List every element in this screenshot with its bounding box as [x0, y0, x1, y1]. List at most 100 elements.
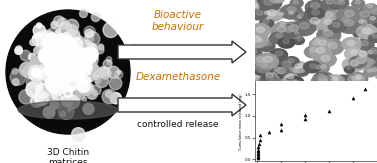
Circle shape — [62, 76, 65, 79]
Circle shape — [61, 43, 65, 47]
Circle shape — [353, 8, 377, 25]
Circle shape — [52, 62, 57, 66]
Circle shape — [86, 67, 92, 72]
Circle shape — [284, 26, 293, 32]
Circle shape — [82, 97, 87, 101]
Circle shape — [63, 63, 79, 79]
Circle shape — [293, 37, 304, 44]
Circle shape — [79, 47, 93, 61]
Circle shape — [242, 37, 257, 48]
Circle shape — [351, 51, 370, 63]
Circle shape — [319, 78, 328, 84]
Circle shape — [69, 64, 74, 69]
Circle shape — [35, 58, 43, 65]
Circle shape — [282, 39, 289, 44]
Circle shape — [73, 78, 85, 90]
Circle shape — [284, 74, 299, 84]
Circle shape — [40, 55, 56, 71]
Circle shape — [51, 65, 63, 78]
Circle shape — [77, 59, 85, 67]
Circle shape — [56, 59, 75, 78]
Circle shape — [313, 72, 335, 87]
Circle shape — [106, 57, 112, 62]
Circle shape — [265, 11, 270, 15]
Circle shape — [66, 95, 80, 108]
Circle shape — [49, 67, 64, 82]
Circle shape — [78, 61, 84, 67]
Circle shape — [46, 71, 50, 75]
Circle shape — [95, 74, 108, 88]
Point — [302, 114, 308, 116]
Circle shape — [251, 2, 258, 7]
Circle shape — [61, 96, 65, 101]
Circle shape — [36, 84, 50, 98]
Circle shape — [63, 89, 72, 98]
Circle shape — [288, 80, 302, 90]
Circle shape — [47, 62, 54, 69]
Circle shape — [50, 102, 58, 110]
Circle shape — [52, 44, 67, 59]
Circle shape — [328, 42, 337, 49]
Circle shape — [359, 51, 367, 56]
Circle shape — [59, 38, 67, 47]
Circle shape — [85, 86, 88, 89]
Circle shape — [53, 74, 56, 78]
Circle shape — [249, 78, 265, 89]
Circle shape — [345, 48, 363, 60]
Circle shape — [69, 53, 85, 69]
Circle shape — [69, 45, 72, 48]
Circle shape — [57, 43, 72, 57]
Circle shape — [66, 30, 80, 44]
Circle shape — [42, 85, 57, 100]
Point — [257, 138, 263, 141]
Circle shape — [349, 53, 373, 69]
Circle shape — [289, 11, 293, 14]
Point — [254, 155, 261, 157]
Circle shape — [355, 58, 362, 62]
Circle shape — [44, 48, 59, 64]
Circle shape — [365, 4, 377, 13]
Circle shape — [258, 40, 275, 52]
Circle shape — [277, 67, 286, 74]
Circle shape — [77, 48, 95, 66]
Circle shape — [46, 53, 50, 57]
Circle shape — [303, 14, 327, 30]
Circle shape — [375, 56, 377, 64]
Circle shape — [98, 67, 109, 78]
Circle shape — [366, 28, 375, 35]
Circle shape — [49, 48, 62, 62]
Circle shape — [334, 0, 349, 8]
Circle shape — [296, 12, 308, 20]
Circle shape — [321, 10, 340, 23]
Circle shape — [50, 52, 59, 61]
Circle shape — [93, 74, 98, 79]
Circle shape — [67, 77, 80, 89]
Circle shape — [350, 50, 357, 55]
Point — [266, 131, 272, 134]
Circle shape — [54, 71, 60, 77]
Circle shape — [288, 59, 294, 63]
Circle shape — [256, 27, 265, 32]
Circle shape — [278, 37, 295, 48]
Circle shape — [255, 38, 267, 46]
Circle shape — [84, 77, 88, 81]
Circle shape — [288, 75, 294, 79]
Circle shape — [75, 65, 81, 71]
Circle shape — [100, 68, 111, 79]
Circle shape — [75, 67, 83, 75]
Circle shape — [87, 83, 93, 89]
Circle shape — [55, 37, 60, 42]
Circle shape — [75, 60, 92, 77]
Point — [362, 88, 368, 90]
Circle shape — [84, 26, 95, 37]
Circle shape — [91, 47, 95, 51]
Circle shape — [37, 91, 48, 102]
Circle shape — [285, 27, 293, 32]
Circle shape — [365, 49, 377, 58]
Circle shape — [78, 70, 84, 75]
Circle shape — [65, 55, 71, 61]
Circle shape — [67, 66, 79, 77]
Circle shape — [321, 55, 330, 61]
Circle shape — [51, 43, 70, 61]
Circle shape — [350, 60, 359, 66]
